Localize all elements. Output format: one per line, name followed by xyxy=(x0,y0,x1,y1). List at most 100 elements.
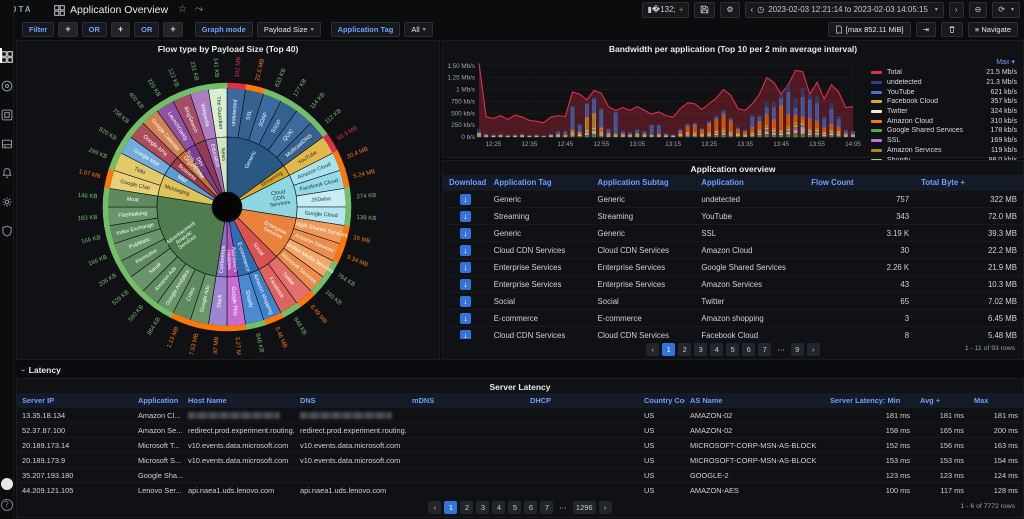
page-button[interactable]: 6 xyxy=(742,343,756,356)
page-button[interactable]: 2 xyxy=(460,501,474,514)
column-header[interactable]: Host Name xyxy=(183,393,295,408)
add-filter-button-3[interactable]: + xyxy=(163,21,183,37)
column-header[interactable]: Application xyxy=(133,393,183,408)
bar-segment[interactable] xyxy=(613,112,618,135)
add-filter-button-2[interactable]: + xyxy=(110,21,131,37)
bar-segment[interactable] xyxy=(585,102,589,105)
bar-segment[interactable] xyxy=(728,120,733,133)
bar-segment[interactable] xyxy=(721,111,726,115)
bar-segment[interactable] xyxy=(721,133,726,138)
bar-segment[interactable] xyxy=(477,128,481,133)
bar-segment[interactable] xyxy=(793,107,798,116)
page-button[interactable]: 3 xyxy=(476,501,490,514)
bar-segment[interactable] xyxy=(779,94,783,99)
alerting-bell-icon[interactable] xyxy=(0,166,13,179)
bar-segment[interactable] xyxy=(800,87,805,98)
bar-segment[interactable] xyxy=(836,134,841,138)
bar-segment[interactable] xyxy=(570,106,575,131)
download-button[interactable]: ↓ xyxy=(459,295,471,307)
page-button[interactable]: 5 xyxy=(508,501,522,514)
bar-segment[interactable] xyxy=(656,124,661,126)
bar-segment[interactable] xyxy=(757,116,762,122)
bar-segment[interactable] xyxy=(750,126,755,133)
download-button[interactable]: ↓ xyxy=(459,261,471,273)
bar-segment[interactable] xyxy=(685,126,690,133)
share-icon[interactable]: ⤳ xyxy=(195,4,204,16)
bar-segment[interactable] xyxy=(800,120,805,124)
trash-button[interactable] xyxy=(940,21,963,37)
bar-segment[interactable] xyxy=(779,105,783,131)
bar-segment[interactable] xyxy=(793,127,798,131)
bar-segment[interactable] xyxy=(772,128,776,131)
column-header[interactable]: Avg + xyxy=(915,393,969,408)
bar-segment[interactable] xyxy=(498,133,503,135)
bar-segment[interactable] xyxy=(570,134,575,138)
bar-segment[interactable] xyxy=(585,103,589,118)
bar-segment[interactable] xyxy=(764,101,769,108)
bar-segment[interactable] xyxy=(786,114,791,128)
download-button[interactable]: ↓ xyxy=(459,244,471,256)
bar-segment[interactable] xyxy=(807,99,812,119)
bar-segment[interactable] xyxy=(822,118,827,129)
bar-segment[interactable] xyxy=(757,134,762,138)
bar-segment[interactable] xyxy=(606,129,611,134)
bar-segment[interactable] xyxy=(570,130,575,134)
bar-segment[interactable] xyxy=(786,84,791,92)
bar-segment[interactable] xyxy=(592,98,596,114)
bar-segment[interactable] xyxy=(714,134,719,138)
bar-segment[interactable] xyxy=(779,97,783,106)
download-button[interactable]: ↓ xyxy=(459,227,471,239)
bar-segment[interactable] xyxy=(793,97,798,108)
bar-segment[interactable] xyxy=(728,117,733,120)
column-header[interactable]: Application xyxy=(695,175,806,191)
bar-segment[interactable] xyxy=(692,122,697,124)
bar-segment[interactable] xyxy=(599,134,604,138)
bar-segment[interactable] xyxy=(800,116,805,122)
bar-segment[interactable] xyxy=(822,115,827,119)
zoom-out-button[interactable]: ⊖ xyxy=(968,1,988,18)
bar-segment[interactable] xyxy=(620,131,625,135)
bar-segment[interactable] xyxy=(800,132,805,138)
time-range-picker[interactable]: ‹ ◷ 2023-02-03 12:21:14 to 2023-02-03 14… xyxy=(744,1,944,18)
bar-segment[interactable] xyxy=(599,108,604,110)
bar-segment[interactable] xyxy=(829,103,834,110)
page-button[interactable]: 6 xyxy=(524,501,538,514)
page-button[interactable]: 1296 xyxy=(572,501,596,514)
bar-segment[interactable] xyxy=(570,105,575,108)
column-header[interactable]: DNS xyxy=(295,393,407,408)
bar-segment[interactable] xyxy=(642,131,647,135)
download-button[interactable]: ↓ xyxy=(459,210,471,222)
download-button[interactable]: ↓ xyxy=(459,193,471,205)
bar-segment[interactable] xyxy=(678,128,683,130)
page-button[interactable]: 5 xyxy=(726,343,740,356)
bar-segment[interactable] xyxy=(563,130,568,132)
download-button[interactable]: ↓ xyxy=(459,312,471,324)
bar-segment[interactable] xyxy=(714,115,719,118)
page-button[interactable]: 2 xyxy=(678,343,692,356)
bar-segment[interactable] xyxy=(807,118,812,130)
bar-segment[interactable] xyxy=(851,130,855,133)
bandwidth-chart[interactable]: 0 b/s 250 kb/s 500 kb/s 750 kb/s 1 Mb/s 1.25 … xyxy=(443,55,871,155)
page-button[interactable]: 7 xyxy=(758,343,772,356)
bar-segment[interactable] xyxy=(815,102,819,122)
bar-segment[interactable] xyxy=(815,96,819,104)
legend-item[interactable]: SSL 169 kb/s xyxy=(871,136,1017,146)
shield-icon[interactable] xyxy=(0,224,13,237)
explore-icon[interactable] xyxy=(0,108,13,121)
bar-segment[interactable] xyxy=(721,128,726,131)
server-icon[interactable] xyxy=(0,137,13,150)
bar-segment[interactable] xyxy=(563,131,568,136)
bar-segment[interactable] xyxy=(484,133,489,135)
settings-gear-icon[interactable] xyxy=(0,195,13,208)
page-button[interactable]: ‹ xyxy=(428,501,442,514)
page-button[interactable]: › xyxy=(806,343,820,356)
bar-segment[interactable] xyxy=(807,95,812,100)
bar-segment[interactable] xyxy=(750,115,755,117)
legend-item[interactable]: Total 21.5 Mb/s xyxy=(871,68,1017,78)
dashboard-settings-button[interactable]: ⚙ xyxy=(720,1,740,18)
dashboards-icon[interactable] xyxy=(0,50,13,63)
bar-segment[interactable] xyxy=(613,111,618,113)
page-button[interactable]: 1 xyxy=(444,501,458,514)
bar-segment[interactable] xyxy=(822,127,827,133)
bar-segment[interactable] xyxy=(585,134,589,138)
